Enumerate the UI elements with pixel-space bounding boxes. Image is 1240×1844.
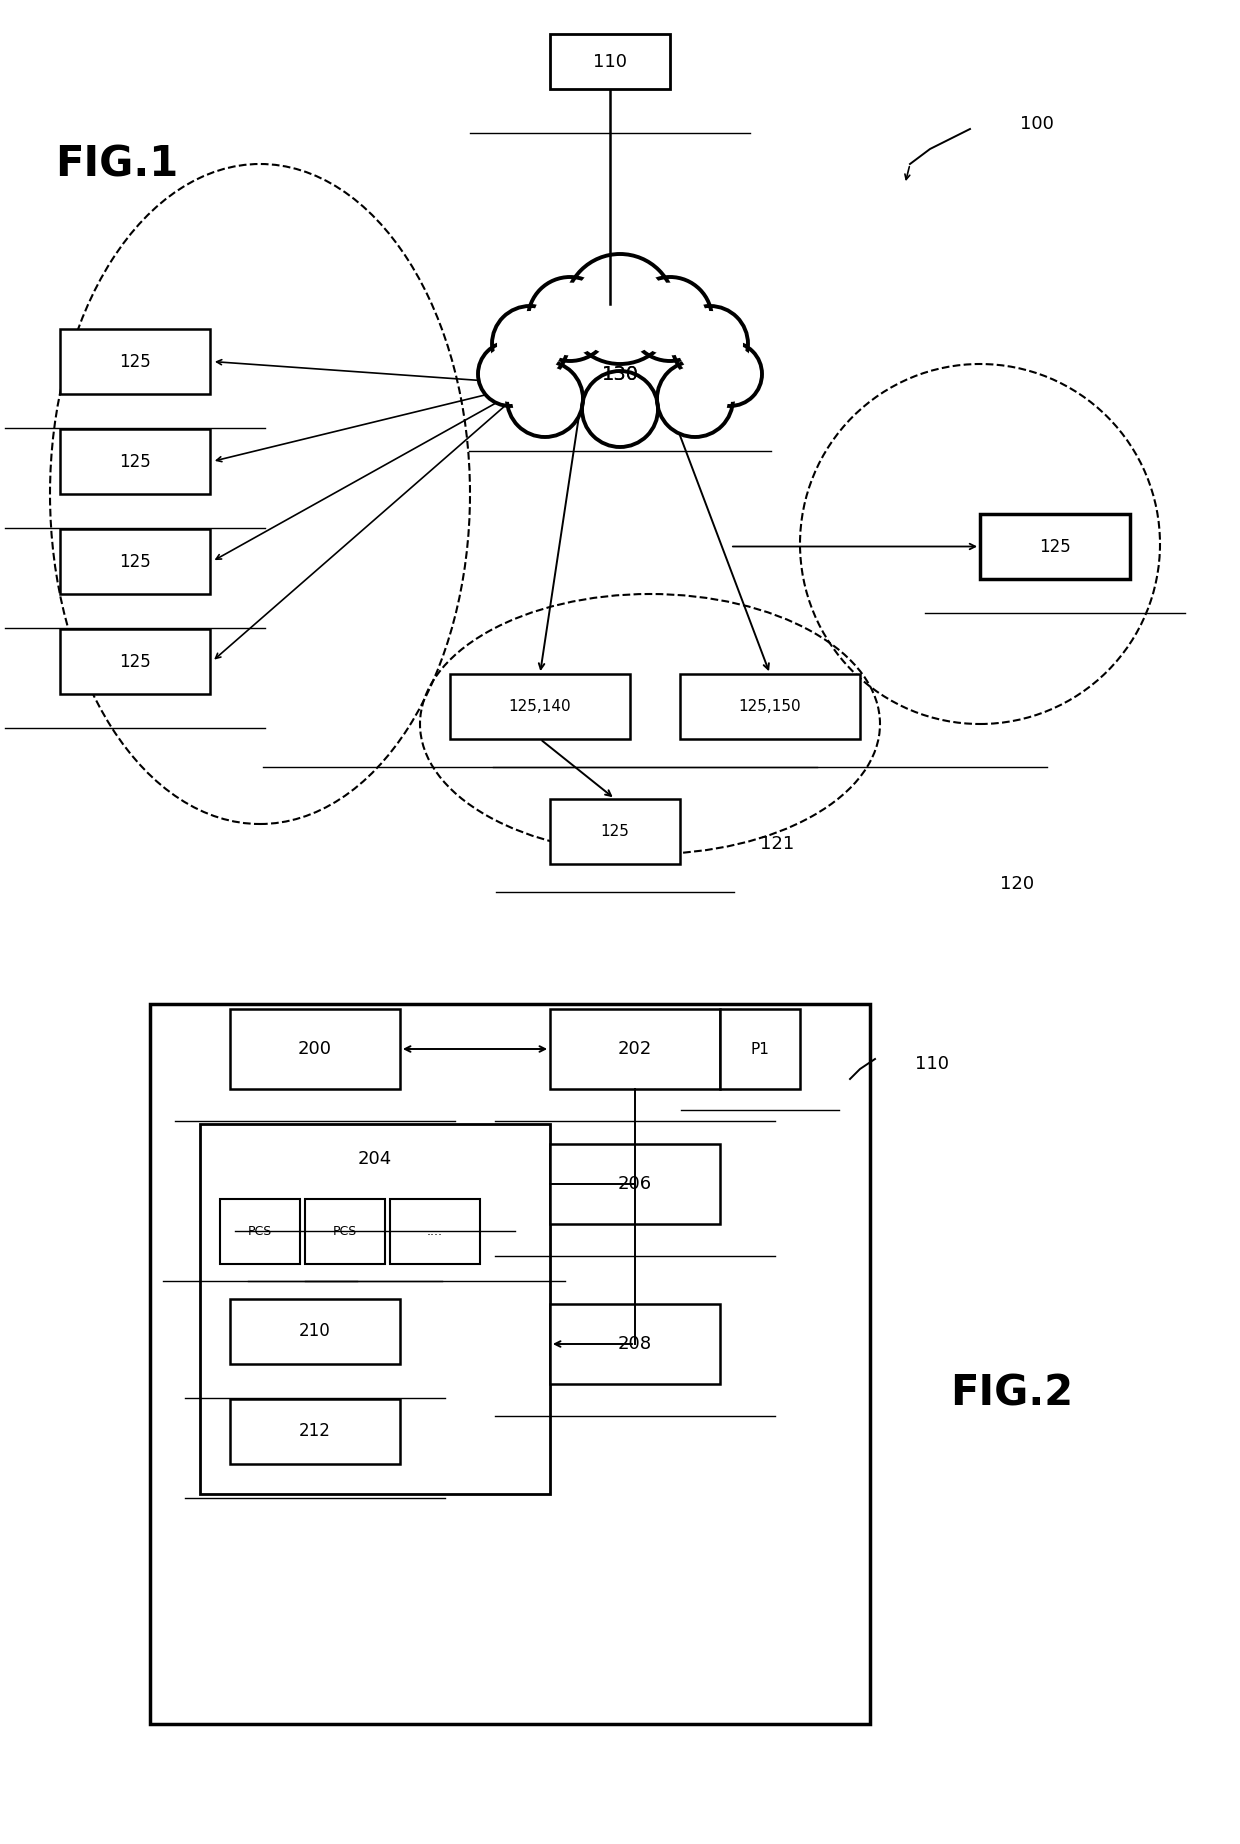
Bar [60, 328, 210, 395]
Bar [229, 1009, 401, 1090]
Text: P1: P1 [750, 1042, 770, 1057]
Text: 125: 125 [119, 553, 151, 570]
Text: 110: 110 [915, 1055, 949, 1073]
Text: 204: 204 [358, 1151, 392, 1167]
Text: 125: 125 [119, 352, 151, 371]
Text: 125: 125 [119, 452, 151, 470]
Bar [150, 1003, 870, 1724]
Bar [60, 430, 210, 494]
Bar [60, 529, 210, 594]
Circle shape [672, 306, 748, 382]
Text: 130: 130 [601, 365, 639, 384]
Text: 202: 202 [618, 1040, 652, 1058]
Text: 125: 125 [119, 653, 151, 671]
Text: 125: 125 [1039, 537, 1071, 555]
Circle shape [534, 284, 605, 354]
Bar [551, 798, 680, 865]
Circle shape [528, 277, 613, 361]
Circle shape [635, 284, 706, 354]
Bar [60, 629, 210, 693]
Bar [229, 1298, 401, 1365]
Bar [551, 1009, 720, 1090]
Circle shape [573, 262, 667, 356]
Text: PCS: PCS [332, 1224, 357, 1237]
Circle shape [703, 347, 758, 402]
Text: 125,150: 125,150 [739, 699, 801, 714]
Circle shape [588, 376, 652, 441]
Text: 200: 200 [298, 1040, 332, 1058]
Bar [551, 1304, 720, 1385]
Text: 125,140: 125,140 [508, 699, 572, 714]
Circle shape [627, 277, 712, 361]
Text: ....: .... [427, 1224, 443, 1237]
Circle shape [678, 312, 743, 376]
Circle shape [477, 341, 542, 406]
Text: 125: 125 [600, 824, 630, 839]
Text: 120: 120 [999, 876, 1034, 892]
Text: FIG.2: FIG.2 [950, 1374, 1073, 1414]
Bar [450, 675, 630, 739]
Text: 100: 100 [1021, 114, 1054, 133]
Circle shape [662, 367, 728, 431]
Circle shape [565, 254, 675, 363]
Bar [229, 1400, 401, 1464]
Circle shape [507, 361, 583, 437]
Text: 130: 130 [601, 365, 639, 384]
Bar [391, 1199, 480, 1263]
Circle shape [657, 361, 733, 437]
Text: PCS: PCS [248, 1224, 272, 1237]
Bar [551, 33, 670, 89]
Circle shape [582, 371, 658, 446]
Bar [551, 1143, 720, 1224]
Bar [720, 1009, 800, 1090]
Text: 121: 121 [760, 835, 795, 854]
Bar [680, 675, 861, 739]
Bar [980, 514, 1130, 579]
Text: 206: 206 [618, 1175, 652, 1193]
Text: 110: 110 [593, 52, 627, 70]
Bar [200, 1125, 551, 1494]
Circle shape [698, 341, 763, 406]
Circle shape [512, 367, 578, 431]
Bar [219, 1199, 300, 1263]
Circle shape [492, 306, 568, 382]
Circle shape [497, 312, 562, 376]
Circle shape [482, 347, 537, 402]
Text: FIG.1: FIG.1 [55, 144, 179, 184]
Text: 212: 212 [299, 1422, 331, 1440]
Text: 208: 208 [618, 1335, 652, 1353]
Text: 210: 210 [299, 1322, 331, 1341]
Bar [305, 1199, 384, 1263]
